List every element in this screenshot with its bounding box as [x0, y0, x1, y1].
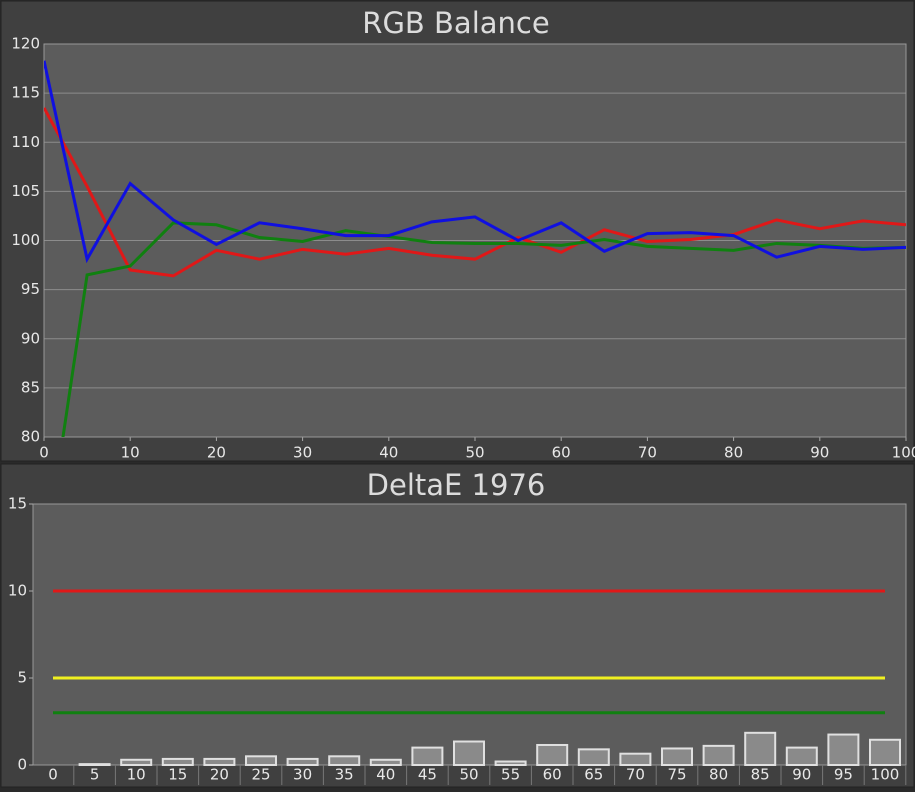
- y-tick-label: 90: [21, 329, 40, 347]
- bar: [869, 738, 901, 767]
- x-tick-label: 40: [379, 444, 398, 462]
- x-tick-label: 80: [724, 444, 743, 462]
- x-tick-label: 40: [376, 766, 395, 784]
- bar: [702, 744, 735, 766]
- x-tick-label: 95: [834, 766, 853, 784]
- y-tick-label: 5: [17, 669, 27, 687]
- x-tick-label: 25: [251, 766, 270, 784]
- bar: [536, 743, 569, 766]
- y-tick-label: 110: [11, 133, 40, 151]
- x-tick-label: 55: [501, 766, 520, 784]
- x-tick-label: 50: [459, 766, 478, 784]
- x-tick-label: 50: [465, 444, 484, 462]
- bar: [827, 733, 860, 766]
- bar: [369, 758, 402, 767]
- y-tick-label: 15: [8, 495, 27, 513]
- bar: [785, 746, 818, 766]
- series-line: [61, 221, 906, 437]
- y-tick-label: 115: [11, 84, 40, 102]
- x-tick-label: 15: [168, 766, 187, 784]
- y-tick-label: 120: [11, 35, 40, 53]
- chart-title: RGB Balance: [362, 6, 549, 40]
- x-tick-label: 20: [210, 766, 229, 784]
- y-tick-label: 80: [21, 428, 40, 446]
- plot-border: [43, 43, 907, 438]
- bar: [494, 760, 527, 767]
- series-line: [44, 107, 906, 278]
- x-tick-label: 20: [207, 444, 226, 462]
- x-tick-label: 80: [709, 766, 728, 784]
- y-tick-label: 100: [11, 231, 40, 249]
- y-tick-label: 10: [8, 582, 27, 600]
- bar: [577, 748, 610, 767]
- plot-area: [33, 504, 906, 765]
- chart-title: DeltaE 1976: [367, 468, 546, 502]
- bar: [453, 740, 485, 767]
- bar: [411, 746, 444, 766]
- series-line: [44, 60, 906, 264]
- bar: [328, 755, 361, 766]
- bar: [286, 757, 319, 766]
- x-tick-label: 0: [48, 766, 58, 784]
- bar: [120, 758, 153, 767]
- x-tick-label: 65: [584, 766, 603, 784]
- bar: [245, 755, 277, 766]
- x-tick-label: 100: [871, 766, 900, 784]
- bar: [661, 747, 693, 766]
- x-tick-label: 70: [626, 766, 645, 784]
- x-tick-label: 35: [335, 766, 354, 784]
- x-tick-label: 5: [90, 766, 100, 784]
- y-tick-label: 105: [11, 182, 40, 200]
- bar: [203, 757, 236, 766]
- x-tick-label: 90: [792, 766, 811, 784]
- bar: [744, 731, 777, 766]
- x-tick-label: 10: [127, 766, 146, 784]
- x-tick-label: 100: [892, 444, 915, 462]
- bar: [161, 757, 194, 766]
- x-tick-label: 85: [751, 766, 770, 784]
- x-tick-label: 30: [293, 444, 312, 462]
- x-tick-label: 45: [418, 766, 437, 784]
- x-tick-label: 0: [39, 444, 49, 462]
- x-tick-label: 75: [667, 766, 686, 784]
- x-tick-label: 90: [810, 444, 829, 462]
- bar: [78, 763, 111, 767]
- y-tick-label: 85: [21, 378, 40, 396]
- x-tick-label: 60: [543, 766, 562, 784]
- y-tick-label: 95: [21, 280, 40, 298]
- x-tick-label: 30: [293, 766, 312, 784]
- x-tick-label: 70: [638, 444, 657, 462]
- y-tick-label: 0: [17, 756, 27, 774]
- x-tick-label: 60: [552, 444, 571, 462]
- bar: [619, 752, 652, 767]
- x-tick-label: 10: [121, 444, 140, 462]
